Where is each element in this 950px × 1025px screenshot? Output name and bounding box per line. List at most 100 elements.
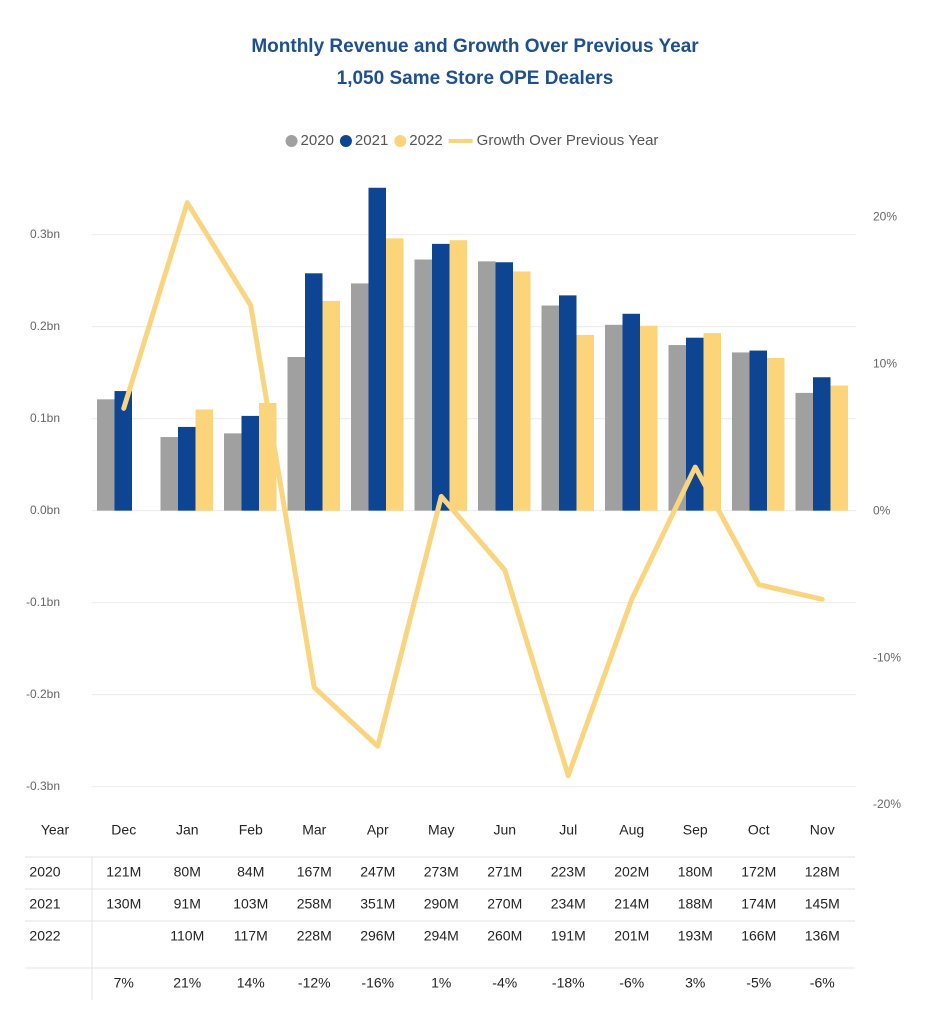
table-cell: 128M — [805, 864, 840, 880]
table-row-label: 2021 — [29, 896, 60, 912]
table-cell: 7% — [114, 975, 134, 991]
table-cell: 296M — [360, 928, 395, 944]
table-cell: 174M — [741, 896, 776, 912]
table-cell: -12% — [298, 975, 331, 991]
bar — [559, 295, 577, 511]
table-cell: 290M — [424, 896, 459, 912]
bar — [97, 399, 115, 511]
table-cell: 167M — [297, 864, 332, 880]
bar — [449, 240, 467, 511]
bar — [322, 300, 340, 511]
table-cell: 1% — [431, 975, 451, 991]
table-cell: 193M — [678, 928, 713, 944]
y-tick-label: 0.3bn — [30, 227, 60, 241]
table-cell: 228M — [297, 928, 332, 944]
x-tick-label: Sep — [683, 822, 708, 838]
bar — [703, 333, 721, 511]
x-tick-label: Jan — [176, 822, 199, 838]
table-cell: 84M — [237, 864, 264, 880]
bar — [640, 325, 658, 511]
bar — [622, 313, 640, 511]
table-cell: 258M — [297, 896, 332, 912]
table-cell: 91M — [174, 896, 201, 912]
bar — [386, 238, 404, 511]
table-header: Year — [41, 822, 70, 838]
chart-subtitle: 1,050 Same Store OPE Dealers — [337, 68, 614, 89]
x-tick-label: Aug — [619, 822, 644, 838]
x-tick-label: Nov — [810, 822, 835, 838]
table-cell: 145M — [805, 896, 840, 912]
table-row-label: 2020 — [29, 864, 60, 880]
x-tick-label: Mar — [302, 822, 326, 838]
bar — [305, 273, 323, 511]
table-cell: 223M — [551, 864, 586, 880]
table-cell: 121M — [106, 864, 141, 880]
y-tick-label: -0.1bn — [26, 595, 60, 609]
table-cell: 260M — [487, 928, 522, 944]
y-tick-label: -0.2bn — [26, 687, 60, 701]
bar — [513, 271, 531, 511]
bar — [605, 324, 623, 511]
y-tick-label: 0.2bn — [30, 319, 60, 333]
legend-label: 2022 — [409, 132, 442, 149]
y2-tick-label: 20% — [873, 209, 897, 223]
table-row-label: 2022 — [29, 928, 60, 944]
table-cell: 166M — [741, 928, 776, 944]
table-cell: 270M — [487, 896, 522, 912]
x-tick-label: Oct — [748, 822, 770, 838]
bar — [160, 437, 178, 511]
y-tick-label: -0.3bn — [26, 779, 60, 793]
bar — [749, 350, 767, 511]
y2-tick-label: -10% — [873, 650, 901, 664]
bar — [432, 243, 450, 511]
bar — [478, 261, 496, 511]
table-cell: -6% — [810, 975, 835, 991]
bar — [830, 385, 848, 511]
table-cell: 110M — [170, 928, 204, 944]
y2-tick-label: -20% — [873, 797, 901, 811]
table-cell: 80M — [174, 864, 201, 880]
table-cell: -4% — [492, 975, 517, 991]
table-cell: 202M — [614, 864, 649, 880]
bar — [686, 337, 704, 511]
table-cell: -5% — [746, 975, 771, 991]
x-tick-label: Apr — [367, 822, 389, 838]
table-cell: 294M — [424, 928, 459, 944]
bar — [576, 334, 594, 511]
table-cell: 14% — [237, 975, 265, 991]
bar — [668, 345, 686, 511]
table-cell: 201M — [614, 928, 649, 944]
legend-label: Growth Over Previous Year — [477, 132, 659, 149]
x-tick-label: Jul — [559, 822, 577, 838]
table-cell: 136M — [805, 928, 840, 944]
legend-label: 2021 — [355, 132, 388, 149]
legend-swatch — [339, 135, 352, 147]
y-tick-label: 0.0bn — [30, 503, 60, 517]
legend-swatch — [285, 135, 298, 147]
bar — [195, 409, 213, 511]
table-cell: 271M — [487, 864, 522, 880]
bar — [351, 283, 369, 511]
legend-swatch — [394, 135, 407, 147]
y2-tick-label: 0% — [873, 503, 891, 517]
bar — [732, 352, 750, 511]
x-tick-label: May — [428, 822, 454, 838]
table-cell: 234M — [551, 896, 586, 912]
bar — [287, 357, 305, 511]
bar — [241, 415, 259, 511]
bar — [813, 377, 831, 511]
table-cell: -16% — [361, 975, 394, 991]
chart-title: Monthly Revenue and Growth Over Previous… — [251, 36, 699, 57]
legend-label: 2020 — [301, 132, 334, 149]
bar — [368, 187, 386, 511]
x-tick-label: Dec — [111, 822, 136, 838]
table-cell: 130M — [106, 896, 141, 912]
bar — [224, 433, 242, 511]
bar — [114, 391, 132, 511]
y2-tick-label: 10% — [873, 356, 897, 370]
table-cell: 21% — [173, 975, 201, 991]
table-cell: 3% — [685, 975, 705, 991]
bar — [541, 305, 559, 511]
bar — [178, 426, 196, 511]
x-tick-label: Feb — [239, 822, 263, 838]
